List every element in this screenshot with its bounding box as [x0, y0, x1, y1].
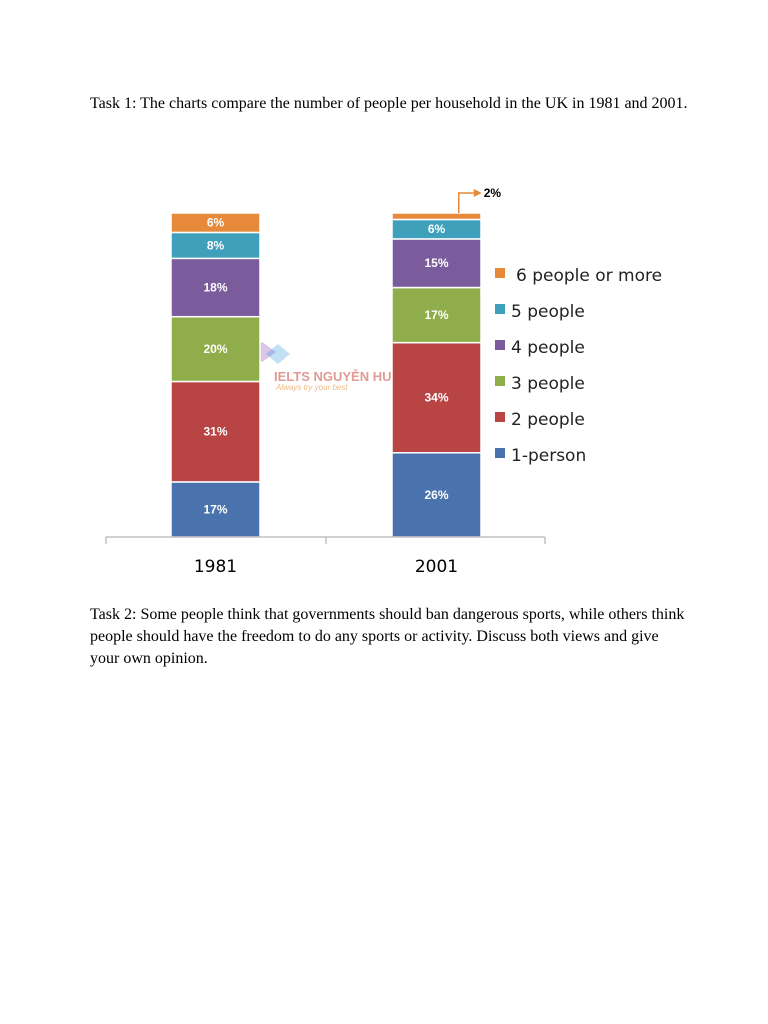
legend-swatch-5-people [495, 304, 505, 314]
bar-segment-2001-3-people [391, 286, 482, 344]
data-label-2001-3-people: 17% [424, 308, 448, 322]
callout-label: 2% [484, 186, 502, 200]
bar-segment-1981-2-people [170, 380, 261, 483]
data-label-1981-2-people: 31% [203, 425, 227, 439]
watermark-brand: IELTS NGUYỄN HUYỀN [274, 369, 418, 384]
bar-segment-2001-4-people [391, 238, 482, 289]
bar-segment-2001-6-people-or-more [391, 212, 482, 221]
data-label-2001-2-people: 34% [424, 391, 448, 405]
task2-prefix: Task 2: [90, 606, 137, 623]
task1-text: The charts compare the number of people … [136, 95, 688, 112]
data-label-1981-4-people: 18% [203, 281, 227, 295]
legend-label-3-people: 3 people [511, 374, 585, 394]
x-axis: 1981 2001 [105, 536, 546, 577]
callout-arrow-icon [473, 189, 482, 197]
data-label-1981-1-person: 17% [203, 502, 227, 516]
callout-group: 2% [458, 186, 502, 213]
data-label-2001-5-people: 6% [428, 222, 446, 236]
legend: 6 people or more 5 people 4 people 3 people… [495, 266, 662, 466]
legend-label-6-people-or-more: 6 people or more [516, 266, 662, 286]
stacked-bar-chart-svg: IELTS NGUYỄN HUYỀN Always try your best … [105, 186, 662, 577]
bar-segment-2001-1-person [391, 452, 482, 538]
callout-leader-line [458, 192, 474, 213]
legend-swatch-2-people [495, 412, 505, 422]
legend-label-2-people: 2 people [511, 410, 585, 430]
data-label-1981-3-people: 20% [203, 342, 227, 356]
legend-label-5-people: 5 people [511, 302, 585, 322]
legend-swatch-4-people [495, 340, 505, 350]
legend-label-4-people: 4 people [511, 338, 585, 358]
data-label-2001-1-person: 26% [424, 488, 448, 502]
task2-text: Some people think that governments shoul… [90, 606, 685, 667]
watermark-tagline: Always try your best [275, 383, 348, 392]
legend-swatch-6-people-or-more [495, 268, 505, 278]
data-label-2001-4-people: 15% [424, 256, 448, 270]
data-label-1981-6-people-or-more: 6% [207, 216, 225, 230]
task1-prefix: Task 1: [90, 95, 137, 112]
legend-swatch-1-person [495, 448, 505, 458]
tick-label-2001: 2001 [415, 557, 458, 577]
legend-swatch-3-people [495, 376, 505, 386]
legend-label-1-person: 1-person [511, 446, 586, 466]
bar-segment-1981-6-people-or-more [170, 212, 261, 234]
tick-label-1981: 1981 [194, 557, 237, 577]
bar-segment-2001-2-people [391, 341, 482, 454]
household-chart: IELTS NGUYỄN HUYỀN Always try your best … [105, 186, 662, 577]
bars-group: 17% 31% 20% 18% 8% 6% 26% 34% 17% 15% 6% [170, 212, 482, 538]
task1-paragraph: Task 1: The charts compare the number of… [90, 93, 690, 115]
task2-paragraph: Task 2: Some people think that governmen… [90, 604, 690, 670]
watermark-diamond-icon [266, 344, 290, 364]
data-label-1981-5-people: 8% [207, 238, 225, 252]
